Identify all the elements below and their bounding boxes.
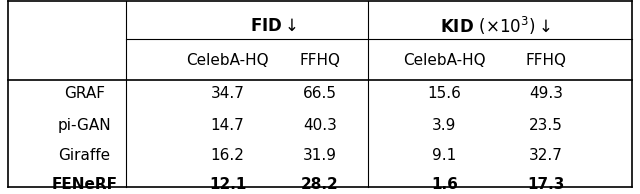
Text: 12.1: 12.1 xyxy=(209,177,246,192)
Text: $\mathbf{FID}{\downarrow}$: $\mathbf{FID}{\downarrow}$ xyxy=(250,16,298,35)
Text: 28.2: 28.2 xyxy=(301,177,339,192)
Text: 23.5: 23.5 xyxy=(529,118,563,133)
Text: 34.7: 34.7 xyxy=(211,87,244,101)
Text: 15.6: 15.6 xyxy=(428,87,461,101)
Text: $\mathbf{KID}$ $(\times10^3){\downarrow}$: $\mathbf{KID}$ $(\times10^3){\downarrow}… xyxy=(440,14,550,36)
Text: 32.7: 32.7 xyxy=(529,148,563,163)
Text: 1.6: 1.6 xyxy=(431,177,458,192)
Text: 17.3: 17.3 xyxy=(527,177,565,192)
Text: CelebA-HQ: CelebA-HQ xyxy=(403,53,486,68)
Text: FFHQ: FFHQ xyxy=(525,53,566,68)
Text: 9.1: 9.1 xyxy=(432,148,456,163)
Text: CelebA-HQ: CelebA-HQ xyxy=(186,53,269,68)
Text: 3.9: 3.9 xyxy=(432,118,456,133)
Text: 31.9: 31.9 xyxy=(303,148,337,163)
Text: 16.2: 16.2 xyxy=(211,148,244,163)
Text: Giraffe: Giraffe xyxy=(58,148,110,163)
Text: 40.3: 40.3 xyxy=(303,118,337,133)
Text: FENeRF: FENeRF xyxy=(51,177,117,192)
Text: 66.5: 66.5 xyxy=(303,87,337,101)
Text: GRAF: GRAF xyxy=(64,87,105,101)
Text: 14.7: 14.7 xyxy=(211,118,244,133)
Text: 49.3: 49.3 xyxy=(529,87,563,101)
Text: FFHQ: FFHQ xyxy=(300,53,340,68)
Text: pi-GAN: pi-GAN xyxy=(58,118,111,133)
